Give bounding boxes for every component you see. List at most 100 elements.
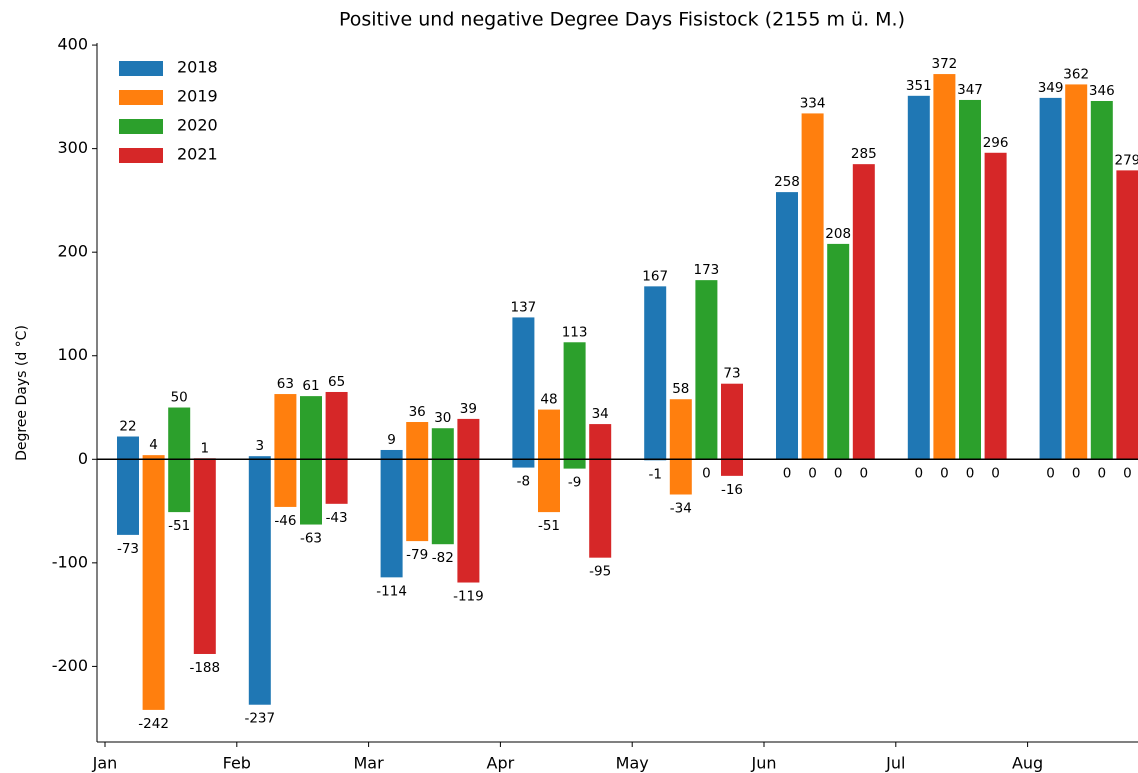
bar-negative <box>142 459 165 710</box>
value-label: 0 <box>966 465 975 481</box>
bar-negative <box>380 459 403 578</box>
value-label: 65 <box>328 374 345 390</box>
value-label: 22 <box>119 419 136 435</box>
bar-positive <box>274 394 297 460</box>
value-label: 346 <box>1089 83 1115 99</box>
legend-swatch <box>119 119 163 134</box>
bar-positive <box>984 152 1007 460</box>
y-tick-label: 200 <box>57 242 88 261</box>
value-label: 113 <box>562 324 588 340</box>
bar-positive <box>1039 97 1062 460</box>
value-label: 0 <box>1123 465 1132 481</box>
bar-positive <box>644 286 667 460</box>
value-label: 334 <box>800 95 826 111</box>
value-label: -43 <box>326 510 348 526</box>
value-label: 34 <box>592 406 609 422</box>
bar-negative <box>193 459 216 654</box>
bar-negative <box>669 459 692 495</box>
value-label: 347 <box>957 82 983 98</box>
value-label: 362 <box>1063 66 1089 82</box>
bar-negative <box>168 459 191 513</box>
value-label: 0 <box>1072 465 1081 481</box>
value-label: 0 <box>808 465 817 481</box>
value-label: 0 <box>783 465 792 481</box>
bar-positive <box>538 409 560 460</box>
legend-label: 2019 <box>177 87 218 106</box>
x-tick-label: Aug <box>1012 754 1043 773</box>
y-tick-label: 400 <box>57 35 88 54</box>
value-label: 285 <box>851 146 877 162</box>
value-label: 63 <box>277 376 294 392</box>
value-label: 0 <box>940 465 949 481</box>
bar-negative <box>274 459 297 507</box>
legend-label: 2021 <box>177 145 218 164</box>
value-label: -119 <box>453 589 484 605</box>
bar-positive <box>589 424 612 460</box>
value-label: 296 <box>983 135 1009 151</box>
bar-negative <box>431 459 454 545</box>
bar-positive <box>721 383 743 460</box>
bar-positive <box>431 428 454 460</box>
bar-positive <box>933 74 956 460</box>
bar-positive <box>117 436 139 460</box>
bar-negative <box>538 459 560 513</box>
x-tick-label: Jul <box>885 754 905 773</box>
bar-positive <box>512 317 535 460</box>
value-label: 73 <box>723 366 740 382</box>
value-label: 167 <box>642 268 668 284</box>
value-label: -9 <box>568 475 581 491</box>
bar-negative <box>248 459 271 705</box>
bar-negative <box>117 459 139 535</box>
x-tick-label: Feb <box>223 754 251 773</box>
value-label: 349 <box>1038 80 1064 96</box>
value-label: 61 <box>302 378 319 394</box>
value-label: 36 <box>409 404 426 420</box>
value-label: -95 <box>589 564 611 580</box>
value-label: 1 <box>201 440 210 456</box>
y-tick-label: 300 <box>57 138 88 157</box>
value-label: -73 <box>117 541 139 557</box>
bar-negative <box>721 459 743 476</box>
bar-negative <box>406 459 429 542</box>
legend-swatch <box>119 148 163 163</box>
value-label: -63 <box>300 531 322 547</box>
value-label: -34 <box>670 501 692 517</box>
x-tick-label: May <box>616 754 649 773</box>
bar-positive <box>827 243 850 460</box>
y-tick-label: 100 <box>57 345 88 364</box>
bar-negative <box>589 459 612 558</box>
value-label: 0 <box>702 465 711 481</box>
value-label: -16 <box>721 482 743 498</box>
bar-positive <box>801 113 824 460</box>
legend-label: 2018 <box>177 58 218 77</box>
bar-negative <box>457 459 480 583</box>
value-label: 0 <box>991 465 1000 481</box>
bar-positive <box>695 280 718 460</box>
bar-positive <box>325 391 348 460</box>
y-tick-label: -100 <box>52 552 88 571</box>
bar-positive <box>959 99 981 460</box>
value-label: -79 <box>406 547 428 563</box>
value-label: 58 <box>672 381 689 397</box>
value-label: 4 <box>149 437 158 453</box>
value-label: 0 <box>915 465 924 481</box>
bar-positive <box>669 399 692 460</box>
bar-positive <box>457 418 480 460</box>
value-label: -1 <box>648 466 661 482</box>
bar-positive <box>142 455 165 460</box>
bar-positive <box>248 456 271 460</box>
value-label: 173 <box>694 262 720 278</box>
value-label: 0 <box>1046 465 1055 481</box>
bar-negative <box>512 459 535 468</box>
legend-swatch <box>119 90 163 105</box>
bar-negative <box>563 459 586 469</box>
value-label: 30 <box>434 410 451 426</box>
value-label: 258 <box>774 174 800 190</box>
bar-positive <box>852 164 875 460</box>
value-label: 0 <box>860 465 869 481</box>
bar-positive <box>1065 84 1088 460</box>
legend-swatch <box>119 61 163 76</box>
value-label: -51 <box>168 518 190 534</box>
value-label: -8 <box>517 474 530 490</box>
